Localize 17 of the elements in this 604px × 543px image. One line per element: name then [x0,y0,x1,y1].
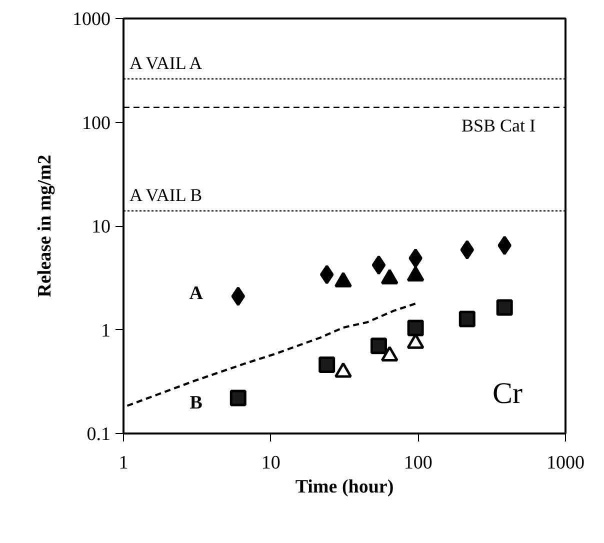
annotation: A [189,282,204,304]
y-tick-label: 1000 [72,9,110,30]
ref-line-label: A VAIL B [130,184,202,205]
y-tick-label: 1 [101,320,110,342]
annotation: Cr [492,377,523,410]
annotation: B [190,392,203,414]
y-tick-label: 10 [92,216,110,238]
x-axis-title: Time (hour) [295,476,394,498]
y-axis-title: Release in mg/m2 [34,154,56,298]
x-tick-label: 10 [261,452,280,474]
y-tick-label: 0.1 [86,424,110,445]
x-tick-label: 100 [404,452,432,474]
ref-line-label: A VAIL A [130,52,202,73]
x-tick-label: 1 [118,452,128,474]
y-tick-label: 100 [82,112,110,134]
x-tick-label: 1000 [546,452,584,474]
ref-line-label: BSB Cat I [461,115,536,136]
